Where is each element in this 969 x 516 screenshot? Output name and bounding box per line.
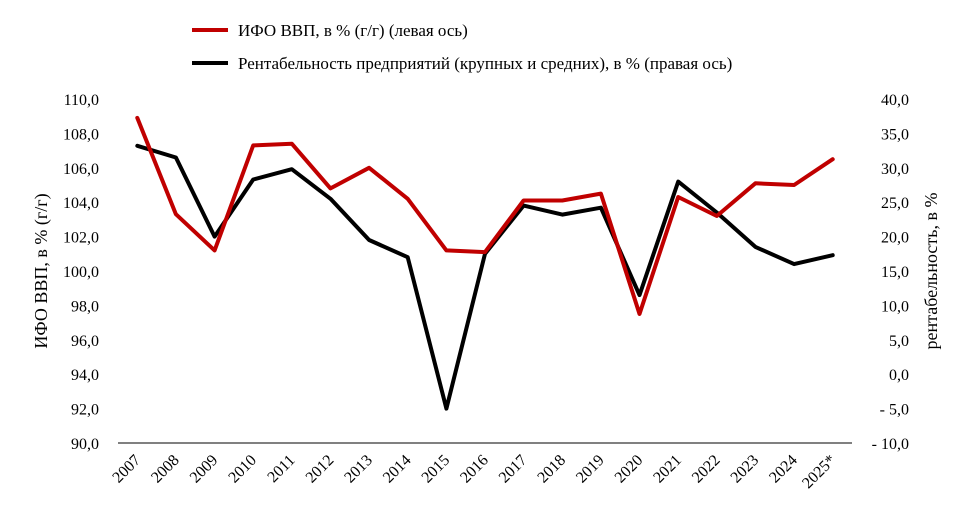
series-lines [135,115,835,411]
right-tick-label: 5,0 [889,333,909,350]
x-tick-label: 2018 [534,452,569,487]
x-tick-label: 2010 [225,452,260,487]
x-tick-label: 2007 [109,452,144,487]
right-tick-label: - 10,0 [872,436,909,453]
legend: ИФО ВВП, в % (г/г) (левая ось) Рентабель… [192,21,732,73]
left-tick-label: 100,0 [63,264,99,281]
right-tick-label: 30,0 [881,161,909,178]
x-tick-label: 2016 [457,452,492,487]
right-tick-label: 0,0 [889,367,909,384]
x-tick-label: 2025* [799,452,839,492]
left-tick-label: 92,0 [71,402,99,419]
x-tick-label: 2011 [264,452,298,486]
left-tick-label: 108,0 [63,126,99,143]
x-tick-label: 2024 [766,452,801,487]
x-tick-label: 2020 [612,452,647,487]
left-tick-label: 102,0 [63,230,99,247]
x-tick-label: 2009 [187,452,222,487]
x-tick-label: 2022 [689,452,724,487]
right-tick-label: 15,0 [881,264,909,281]
legend-label-gdp: ИФО ВВП, в % (г/г) (левая ось) [238,21,468,40]
x-tick-label: 2014 [380,452,415,487]
series-line-profitability [135,143,835,411]
x-axis-ticks: 2007 2008 2009 2010 2011 2012 2013 2014 2015 2016… [109,452,839,492]
right-axis-title: рентабельность, в % [921,193,941,350]
x-tick-label: 2019 [573,452,608,487]
left-tick-label: 90,0 [71,436,99,453]
right-axis-ticks: 40,0 35,0 30,0 25,0 20,0 15,0 10,0 5,0 0,0 - 5,0 -… [872,92,909,453]
right-tick-label: 35,0 [881,126,909,143]
left-tick-label: 94,0 [71,367,99,384]
right-tick-label: 20,0 [881,230,909,247]
left-tick-label: 110,0 [64,92,99,109]
left-tick-label: 98,0 [71,298,99,315]
right-tick-label: 25,0 [881,195,909,212]
left-axis-ticks: 110,0 108,0 106,0 104,0 102,0 100,0 98,0 96,0 94… [63,92,99,453]
left-tick-label: 96,0 [71,333,99,350]
legend-label-profitability: Рентабельность предприятий (крупных и ср… [238,54,732,73]
right-tick-label: 10,0 [881,298,909,315]
x-tick-label: 2008 [148,452,183,487]
x-tick-label: 2017 [496,452,531,487]
series-line-gdp [135,115,835,316]
x-tick-label: 2015 [419,452,454,487]
left-tick-label: 104,0 [63,195,99,212]
x-tick-label: 2023 [728,452,763,487]
x-tick-label: 2013 [341,452,376,487]
right-tick-label: 40,0 [881,92,909,109]
right-tick-label: - 5,0 [880,402,909,419]
x-tick-label: 2021 [650,452,685,487]
x-tick-label: 2012 [303,452,338,487]
left-tick-label: 106,0 [63,161,99,178]
left-axis-title: ИФО ВВП, в % (г/г) [31,193,52,348]
